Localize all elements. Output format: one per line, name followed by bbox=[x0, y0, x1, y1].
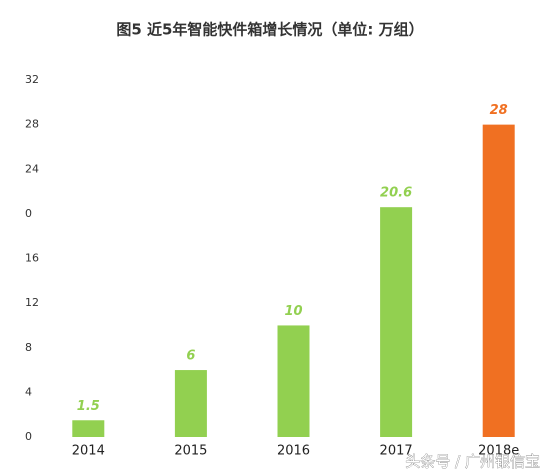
y-tick-label: 28 bbox=[25, 118, 39, 131]
bar bbox=[277, 325, 310, 437]
x-tick-label: 2017 bbox=[380, 444, 413, 459]
value-label: 1.5 bbox=[77, 399, 100, 414]
bar bbox=[482, 124, 515, 437]
bar bbox=[72, 420, 105, 437]
y-tick-label: 24 bbox=[25, 162, 39, 175]
y-tick-label: 4 bbox=[25, 385, 32, 398]
value-label: 28 bbox=[490, 103, 508, 118]
value-label: 6 bbox=[186, 349, 195, 364]
y-tick-label: 0 bbox=[25, 207, 32, 220]
chart-title: 图5 近5年智能快件箱增长情况（单位: 万组） bbox=[116, 21, 423, 39]
bar bbox=[380, 207, 413, 437]
y-tick-label: 0 bbox=[25, 430, 32, 443]
x-tick-label: 2014 bbox=[72, 444, 105, 459]
value-label: 20.6 bbox=[380, 186, 412, 201]
value-label: 10 bbox=[284, 304, 302, 319]
y-tick-label: 32 bbox=[25, 73, 39, 86]
x-tick-label: 2016 bbox=[277, 444, 310, 459]
x-tick-label: 2015 bbox=[174, 444, 207, 459]
watermark: 头条号 / 广州银信宝 bbox=[405, 453, 540, 471]
x-tick-label: 2018e bbox=[478, 444, 519, 459]
y-tick-label: 16 bbox=[25, 252, 39, 265]
bar bbox=[174, 370, 207, 437]
y-tick-label: 12 bbox=[25, 296, 39, 309]
y-tick-label: 8 bbox=[25, 341, 32, 354]
